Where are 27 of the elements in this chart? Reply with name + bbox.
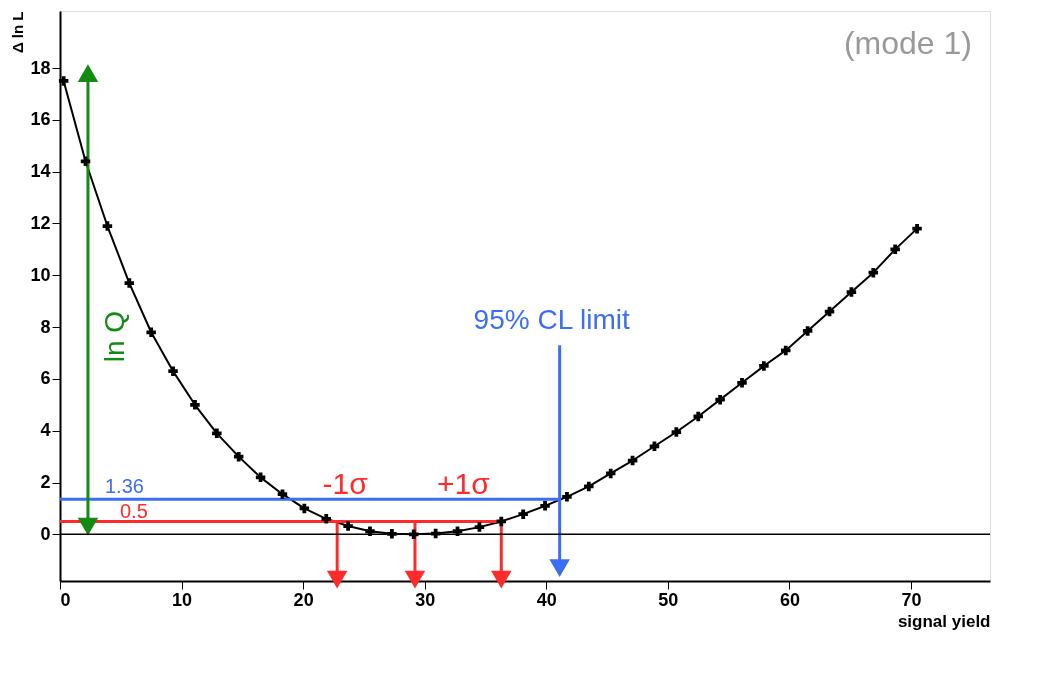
y-axis-title: Δ ln L: [9, 11, 27, 54]
y-tick-label: 6: [40, 368, 51, 389]
x-tick-label: 0: [60, 589, 71, 610]
y-tick-label: 18: [30, 57, 51, 78]
x-tick-label: 40: [536, 589, 557, 610]
y-tick-label: 16: [30, 109, 51, 130]
annotation: (mode 1): [843, 25, 972, 61]
x-tick-label: 10: [172, 589, 193, 610]
y-tick-label: 0: [40, 523, 51, 544]
y-tick-label: 4: [40, 420, 51, 441]
y-tick-label: 8: [40, 316, 51, 337]
y-tick-label: 2: [40, 472, 51, 493]
x-tick-label: 50: [658, 589, 679, 610]
x-tick-label: 30: [415, 589, 436, 610]
series-label: 0.5: [120, 500, 148, 523]
x-tick-label: 70: [901, 589, 922, 610]
x-tick-label: 20: [293, 589, 314, 610]
x-tick-label: 60: [779, 589, 800, 610]
y-tick-label: 10: [30, 264, 51, 285]
x-axis-title: signal yield: [897, 611, 991, 631]
series-label: -1σ: [322, 467, 369, 501]
y-tick-label: 14: [30, 161, 51, 182]
text: ln Q: [98, 310, 130, 363]
series-label: 1.36: [105, 475, 144, 498]
series-label: +1σ: [436, 467, 491, 501]
series-label: 95% CL limit: [473, 304, 630, 336]
y-tick-label: 12: [30, 212, 51, 233]
